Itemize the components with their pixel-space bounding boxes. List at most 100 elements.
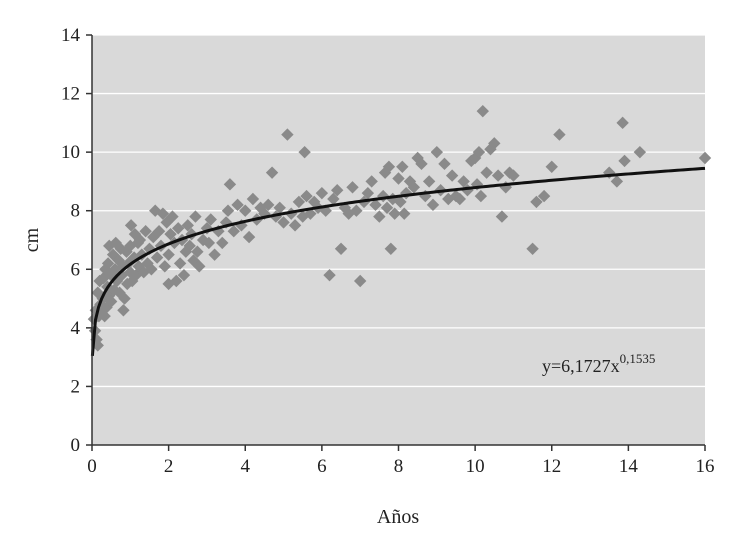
data-point (181, 219, 194, 232)
data-point (145, 263, 158, 276)
data-point (298, 145, 311, 159)
data-point (388, 207, 401, 220)
data-point (103, 239, 116, 253)
data-point (183, 239, 196, 253)
data-point (273, 201, 286, 214)
data-point (118, 292, 131, 305)
data-point (288, 219, 302, 232)
data-point (177, 268, 191, 282)
x-tick-label: 16 (696, 456, 715, 477)
data-point (128, 227, 142, 241)
data-point (162, 248, 175, 261)
data-point (124, 219, 138, 232)
data-point (457, 175, 470, 188)
y-tick-label: 12 (61, 84, 80, 105)
y-tick-label: 2 (71, 376, 81, 397)
data-point (208, 248, 221, 261)
data-point (300, 189, 313, 203)
data-point (618, 154, 631, 168)
grid-lines (92, 34, 705, 388)
x-axis-ticks: 0 2 4 6 8 10 12 14 16 (87, 445, 715, 477)
equation-exponent: 0,1535 (620, 351, 656, 366)
data-point (331, 184, 344, 197)
data-point (170, 274, 183, 288)
data-point (407, 181, 421, 194)
data-point (553, 128, 566, 141)
data-point (426, 198, 440, 212)
data-point (173, 257, 187, 270)
data-point (396, 160, 409, 173)
x-tick-label: 6 (317, 456, 327, 477)
data-point (93, 274, 106, 288)
data-point (133, 233, 147, 247)
data-point (334, 242, 348, 255)
data-point (204, 213, 217, 226)
y-axis-ticks: 0 2 4 6 8 10 12 14 (61, 25, 92, 456)
data-point (166, 210, 179, 223)
data-point (610, 175, 624, 188)
data-point (150, 251, 164, 264)
x-tick-label: 14 (619, 456, 639, 477)
data-point (202, 236, 216, 250)
data-point (139, 225, 152, 238)
data-point (384, 242, 398, 255)
data-point (438, 157, 451, 171)
data-point (191, 245, 204, 258)
data-point (346, 181, 359, 194)
data-point (158, 260, 171, 273)
data-point (380, 201, 394, 214)
data-point (476, 104, 489, 118)
data-point (124, 239, 137, 253)
data-point (323, 268, 336, 282)
data-point (445, 169, 459, 182)
data-point (100, 301, 113, 314)
data-point (117, 304, 130, 317)
x-tick-label: 0 (87, 456, 97, 477)
data-point (277, 216, 290, 229)
data-point (292, 195, 306, 209)
data-point (265, 166, 279, 179)
data-point (193, 260, 206, 273)
data-point (189, 210, 202, 223)
data-point (422, 175, 436, 188)
data-point (698, 151, 712, 165)
data-point (327, 192, 340, 206)
y-tick-label: 8 (71, 201, 81, 222)
data-point (172, 222, 185, 235)
data-point (104, 295, 118, 308)
data-point (369, 198, 382, 212)
x-tick-label: 10 (466, 456, 485, 477)
data-point (382, 160, 396, 173)
data-point (468, 151, 482, 165)
data-point (392, 172, 405, 185)
data-point (242, 230, 256, 244)
data-point (281, 128, 294, 141)
data-point (262, 198, 275, 212)
y-tick-label: 6 (71, 259, 81, 280)
data-point (246, 192, 260, 206)
data-point (472, 145, 486, 159)
trendline (90, 166, 706, 356)
y-axis-label: cm (21, 227, 43, 252)
plot-area (92, 35, 705, 445)
data-point (152, 225, 166, 238)
y-tick-label: 14 (61, 25, 81, 46)
trendline-equation: y=6,1727x0,1535 (542, 351, 655, 376)
data-point (488, 137, 501, 150)
data-point (480, 166, 493, 179)
data-point (353, 274, 367, 288)
data-point (530, 195, 543, 209)
data-point (101, 257, 115, 270)
x-axis-label: Años (377, 506, 419, 528)
data-point (156, 207, 170, 220)
data-point (258, 207, 271, 220)
y-tick-label: 10 (61, 142, 80, 163)
data-point (507, 169, 520, 182)
data-point (503, 166, 516, 179)
data-point (526, 242, 539, 255)
data-point (545, 160, 558, 173)
data-point (98, 309, 111, 323)
data-point (231, 198, 244, 212)
